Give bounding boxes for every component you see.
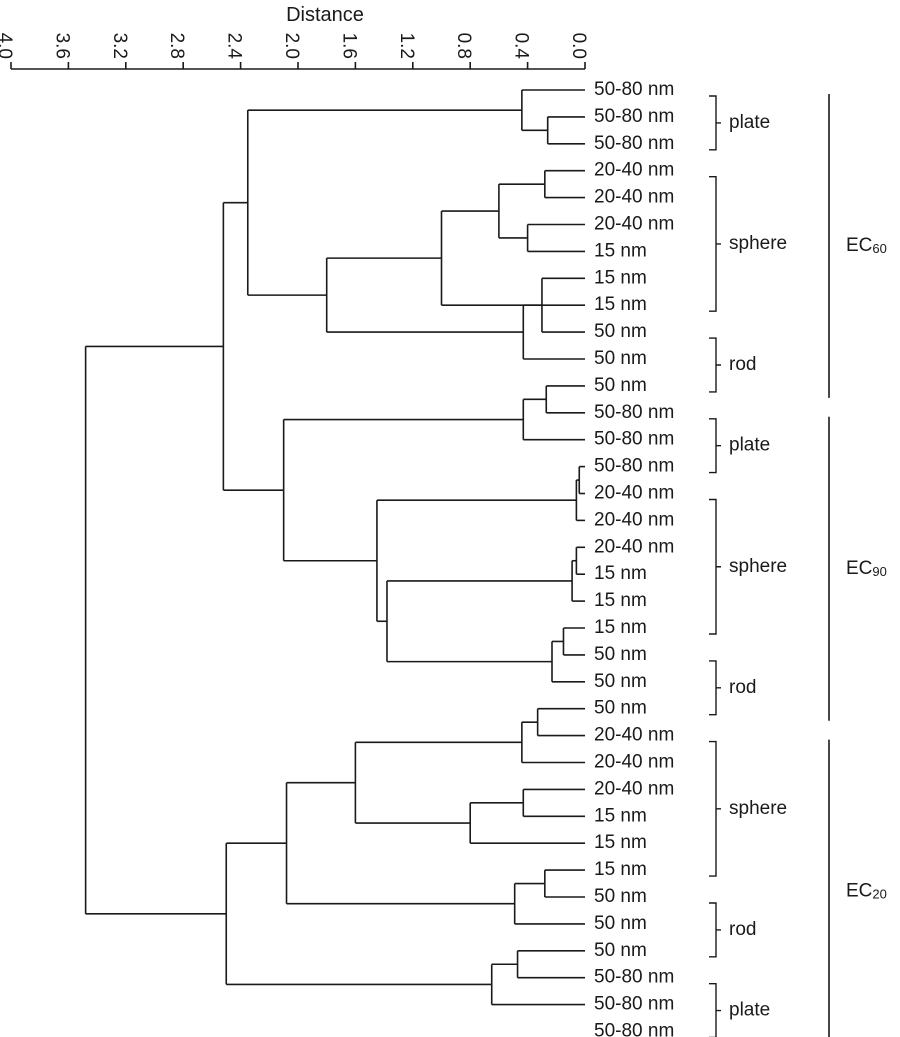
- axis-tick-label: 0.8: [453, 33, 474, 59]
- shape-label: plate: [729, 1000, 770, 1021]
- leaf-label: 20-40 nm: [594, 214, 674, 235]
- shape-label: rod: [729, 677, 756, 698]
- leaf-label: 50 nm: [594, 644, 647, 665]
- leaf-label: 50 nm: [594, 375, 647, 396]
- leaf-label: 50-80 nm: [594, 402, 674, 423]
- leaf-label: 15 nm: [594, 832, 647, 853]
- group-label: EC60: [846, 235, 887, 256]
- shape-bracket: [709, 660, 721, 716]
- leaf-label: 15 nm: [594, 859, 647, 880]
- leaf-label: 20-40 nm: [594, 509, 674, 530]
- group-label-main: EC: [846, 881, 872, 902]
- leaf-label: 15 nm: [594, 267, 647, 288]
- leaf-label: 15 nm: [594, 805, 647, 826]
- leaf-label: 50 nm: [594, 671, 647, 692]
- group-label: EC90: [846, 558, 887, 579]
- leaf-label: 15 nm: [594, 240, 647, 261]
- leaf-label: 15 nm: [594, 617, 647, 638]
- shape-label: rod: [729, 354, 756, 375]
- leaf-label: 50-80 nm: [594, 133, 674, 154]
- leaf-label: 50 nm: [594, 698, 647, 719]
- group-label-subscript: 90: [872, 564, 886, 579]
- leaf-label: 50-80 nm: [594, 967, 674, 988]
- group-label-main: EC: [846, 558, 872, 579]
- axis-tick-label: 3.6: [51, 33, 72, 59]
- axis-tick-label: 4.0: [0, 33, 15, 59]
- leaf-labels: 50-80 nm 50-80 nm 50-80 nm 20-40 nm 20-40 nm…: [594, 79, 674, 1037]
- leaf-label: 50 nm: [594, 348, 647, 369]
- leaf-label: 20-40 nm: [594, 725, 674, 746]
- leaf-label: 50-80 nm: [594, 79, 674, 100]
- leaf-label: 20-40 nm: [594, 778, 674, 799]
- shape-label: plate: [729, 435, 770, 456]
- axis-tick-label: 2.0: [281, 33, 302, 59]
- leaf-label: 15 nm: [594, 294, 647, 315]
- shape-bracket: [709, 337, 721, 393]
- shape-brackets: plate sphere rod plate sphere rod sphere rod pla…: [709, 95, 787, 1037]
- group-label-subscript: 60: [872, 241, 886, 256]
- leaf-label: 50-80 nm: [594, 106, 674, 127]
- leaf-label: 20-40 nm: [594, 483, 674, 504]
- group-label: EC20: [846, 881, 887, 902]
- axis-tick-label: 2.8: [166, 33, 187, 59]
- leaf-label: 20-40 nm: [594, 752, 674, 773]
- leaf-label: 50-80 nm: [594, 429, 674, 450]
- axis-tick-label: 2.4: [224, 33, 245, 60]
- axis-tick-label: 0.0: [568, 33, 589, 59]
- leaf-label: 20-40 nm: [594, 536, 674, 557]
- axis-title: Distance: [286, 4, 364, 26]
- leaf-label: 50 nm: [594, 886, 647, 907]
- shape-bracket: [709, 418, 721, 474]
- shape-bracket: [709, 176, 721, 312]
- shape-label: plate: [729, 112, 770, 133]
- axis-tick-label: 3.2: [109, 33, 130, 59]
- shape-label: sphere: [729, 556, 787, 577]
- leaf-label: 20-40 nm: [594, 187, 674, 208]
- distance-axis: 4.0 3.6 3.2 2.8 2.4 2.0 1.6 1.2 0.8 0.4 0.0: [0, 33, 589, 70]
- shape-bracket: [709, 740, 721, 877]
- shape-label: sphere: [729, 798, 787, 819]
- leaf-label: 50 nm: [594, 321, 647, 342]
- axis-tick-label: 1.6: [338, 33, 359, 59]
- leaf-label: 50 nm: [594, 940, 647, 961]
- axis-tick-label: 0.4: [511, 33, 532, 60]
- axis-tick-label: 1.2: [396, 33, 417, 59]
- leaf-label: 20-40 nm: [594, 160, 674, 181]
- shape-bracket: [709, 983, 721, 1037]
- shape-label: sphere: [729, 233, 787, 254]
- leaf-label: 50 nm: [594, 913, 647, 934]
- shape-bracket: [709, 95, 721, 151]
- leaf-label: 50-80 nm: [594, 456, 674, 477]
- leaf-label: 50-80 nm: [594, 994, 674, 1015]
- leaf-label: 15 nm: [594, 563, 647, 584]
- group-label-main: EC: [846, 235, 872, 256]
- leaf-label: 50-80 nm: [594, 1021, 674, 1037]
- leaf-label: 15 nm: [594, 590, 647, 611]
- group-label-subscript: 20: [872, 887, 886, 902]
- shape-label: rod: [729, 919, 756, 940]
- dendrogram-branches: [84, 89, 585, 1006]
- shape-bracket: [709, 498, 721, 635]
- shape-bracket: [709, 902, 721, 958]
